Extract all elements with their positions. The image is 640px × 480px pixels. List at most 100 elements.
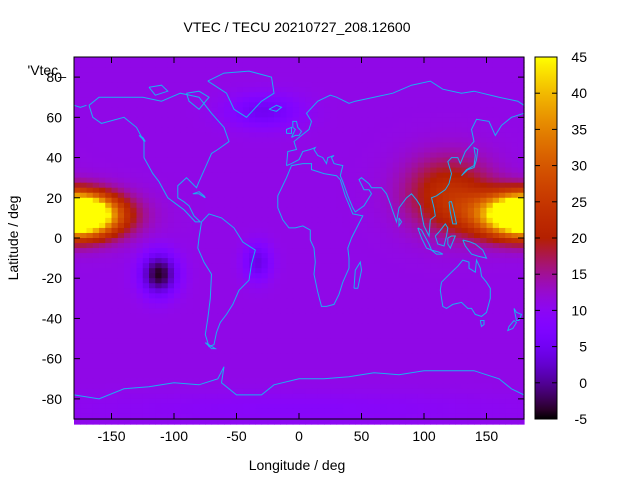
heatmap-cell [505,212,513,219]
heatmap-cell [367,162,375,169]
heatmap-cell [355,243,363,249]
heatmap-cell [367,378,375,385]
heatmap-cell [442,273,450,279]
heatmap-cell [192,92,200,98]
heatmap-cell [280,82,288,88]
heatmap-cell [92,308,100,315]
heatmap-cell [92,383,100,390]
heatmap-cell [336,222,344,229]
heatmap-cell [511,197,519,204]
heatmap-cell [142,273,150,279]
heatmap-cell [486,67,494,73]
heatmap-cell [505,127,513,134]
heatmap-cell [80,232,88,239]
heatmap-cell [442,318,450,325]
heatmap-cell [130,288,138,294]
heatmap-cell [255,202,263,209]
heatmap-cell [342,227,350,234]
heatmap-cell [105,192,113,199]
heatmap-cell [149,333,156,340]
heatmap-cell [142,363,150,370]
heatmap-cell [374,97,381,103]
heatmap-cell [361,222,369,229]
heatmap-cell [92,102,100,108]
heatmap-cell [361,197,369,204]
heatmap-cell [161,107,169,113]
heatmap-cell [180,172,188,179]
heatmap-cell [249,318,256,325]
heatmap-cell [430,97,438,103]
heatmap-cell [261,212,269,219]
heatmap-cell [161,328,169,335]
heatmap-cell [430,92,438,98]
heatmap-cell [386,197,394,204]
heatmap-cell [424,132,431,139]
heatmap-cell [299,253,306,259]
heatmap-cell [492,177,500,184]
heatmap-cell [105,57,113,63]
heatmap-cell [374,308,381,315]
heatmap-cell [411,398,419,405]
heatmap-cell [211,147,219,154]
heatmap-cell [74,207,81,214]
heatmap-cell [467,72,475,78]
heatmap-cell [449,67,456,73]
heatmap-cell [130,248,138,254]
heatmap-cell [136,137,144,144]
heatmap-cell [324,348,331,355]
heatmap-cell [455,182,463,189]
heatmap-cell [211,353,219,360]
heatmap-cell [261,137,269,144]
heatmap-cell [124,318,131,325]
heatmap-cell [442,142,450,149]
heatmap-cell [117,187,125,194]
heatmap-cell [142,378,150,385]
heatmap-cell [311,398,319,405]
heatmap-cell [342,157,350,164]
heatmap-cell [361,132,369,139]
heatmap-cell [217,268,225,274]
heatmap-cell [286,202,294,209]
heatmap-cell [186,172,194,179]
heatmap-cell [155,117,163,123]
heatmap-cell [130,363,138,370]
heatmap-cell [317,253,325,259]
heatmap-cell [461,132,469,139]
heatmap-cell [486,238,494,244]
heatmap-cell [399,87,406,93]
heatmap-cell [480,273,488,279]
heatmap-cell [142,102,150,108]
heatmap-cell [80,207,88,214]
heatmap-cell [499,353,506,360]
heatmap-cell [124,102,131,108]
heatmap-cell [342,383,350,390]
heatmap-cell [136,212,144,219]
heatmap-cell [130,167,138,174]
heatmap-cell [492,288,500,294]
heatmap-cell [480,268,488,274]
heatmap-cell [80,187,88,194]
heatmap-cell [180,273,188,279]
heatmap-cell [130,323,138,330]
heatmap-cell [449,303,456,309]
heatmap-cell [92,132,100,139]
heatmap-cell [499,313,506,320]
heatmap-cell [499,222,506,229]
heatmap-cell [367,303,375,309]
heatmap-cell [430,253,438,259]
heatmap-cell [336,303,344,309]
heatmap-cell [392,152,400,159]
heatmap-cell [224,167,231,174]
heatmap-cell [80,383,88,390]
heatmap-cell [361,363,369,370]
heatmap-cell [511,368,519,375]
heatmap-cell [511,217,519,224]
heatmap-cell [174,238,181,244]
heatmap-cell [149,142,156,149]
heatmap-cell [261,132,269,139]
heatmap-cell [311,358,319,365]
heatmap-cell [486,117,494,123]
heatmap-cell [74,152,81,159]
heatmap-cell [292,212,300,219]
heatmap-cell [480,182,488,189]
